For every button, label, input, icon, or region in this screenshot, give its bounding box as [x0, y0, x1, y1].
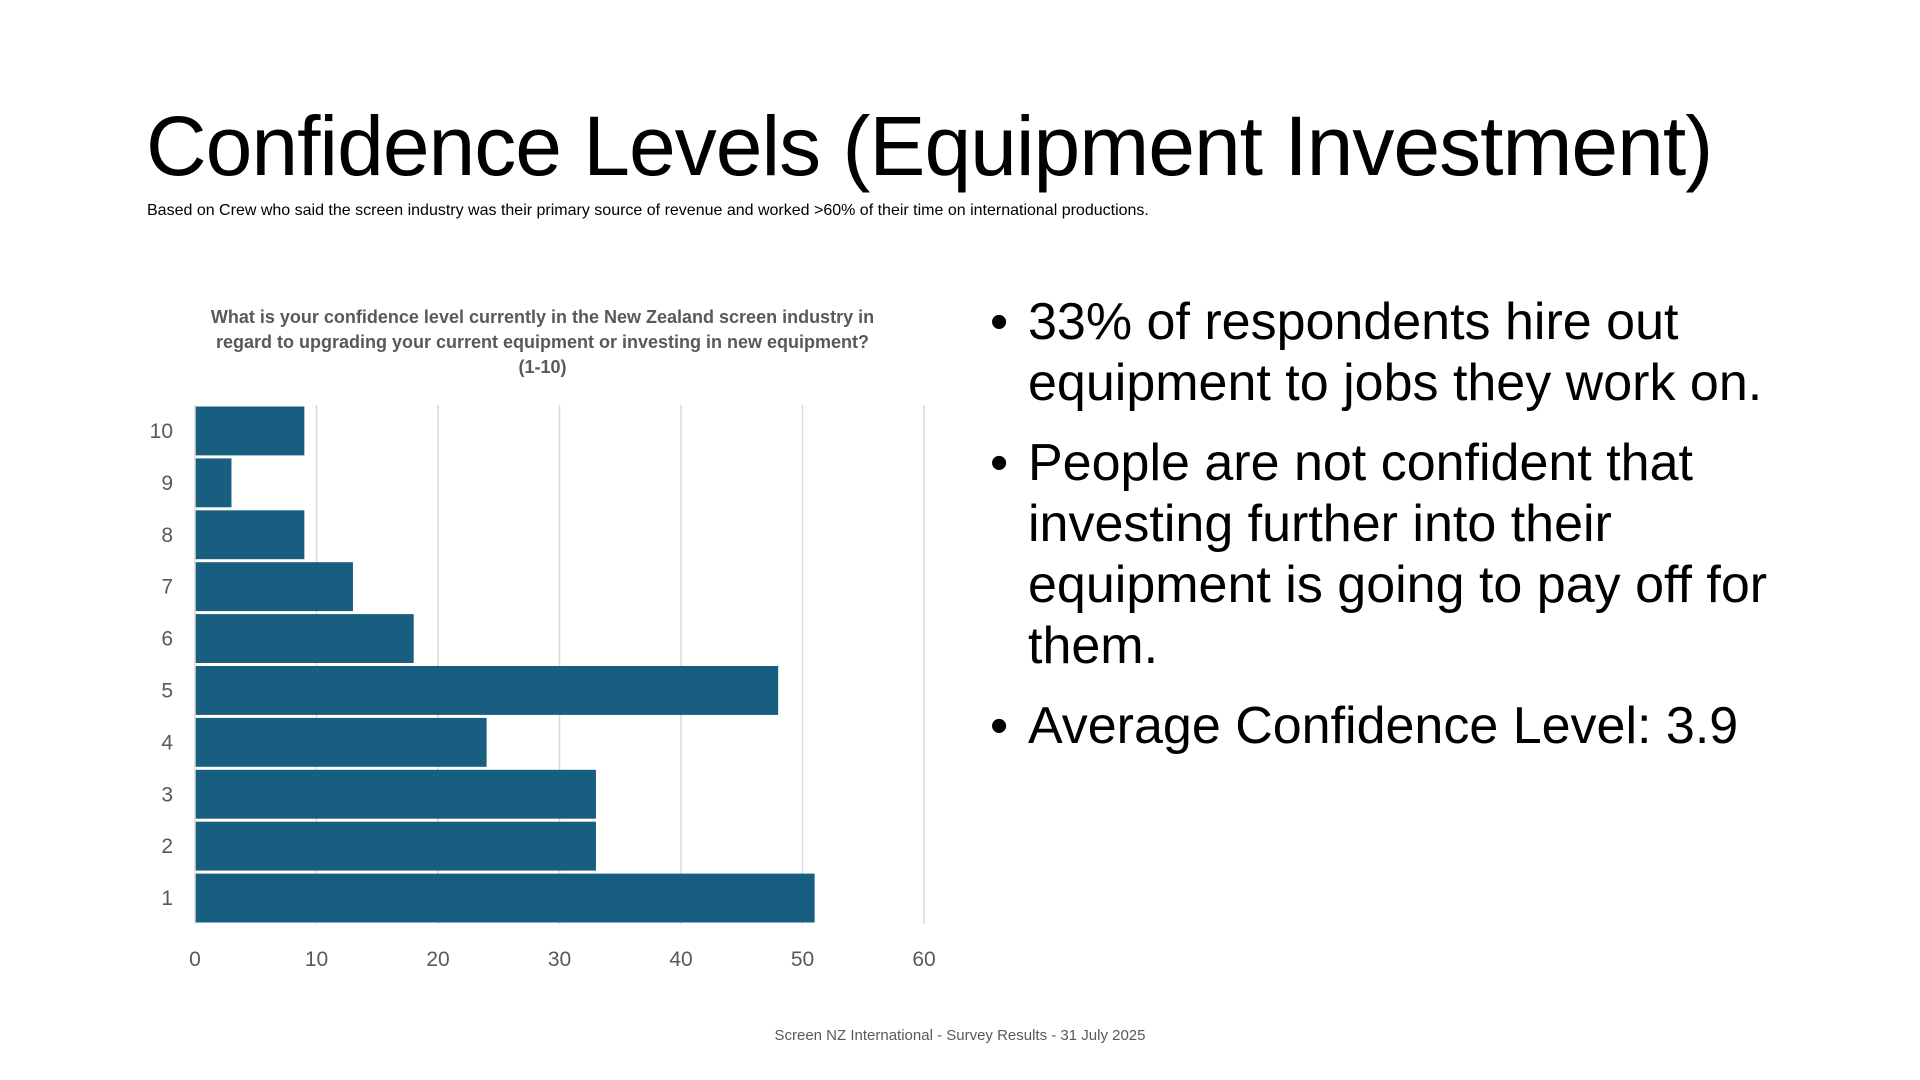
x-tick-label: 10 — [305, 948, 328, 971]
bar — [195, 562, 353, 612]
y-tick-label: 8 — [161, 524, 173, 547]
bar — [195, 458, 232, 508]
y-tick-label: 6 — [161, 628, 173, 651]
bullet-average: • Average Confidence Level: 3.9 — [990, 696, 1810, 757]
slide-footer: Screen NZ International - Survey Results… — [774, 1027, 1146, 1044]
y-tick-label: 7 — [161, 576, 173, 599]
bullet-list: • 33% of respondents hire out equipment … — [990, 292, 1810, 776]
bullet-text: 33% of respondents hire out equipment to… — [1028, 293, 1763, 412]
bar — [195, 769, 596, 819]
y-tick-label: 4 — [161, 731, 173, 754]
slide-subtitle: Based on Crew who said the screen indust… — [147, 202, 1149, 219]
chart-title: What is your confidence level currently … — [210, 307, 875, 377]
bullet-hire-out: • 33% of respondents hire out equipment … — [990, 292, 1810, 414]
x-tick-label: 30 — [548, 948, 571, 971]
x-tick-label: 50 — [791, 948, 814, 971]
y-tick-label: 3 — [161, 783, 173, 806]
bar — [195, 717, 487, 767]
bullet-text: People are not confident that investing … — [1028, 434, 1768, 675]
slide-title: Confidence Levels (Equipment Investment) — [146, 99, 1713, 193]
bar — [195, 821, 596, 871]
bar — [195, 510, 305, 560]
y-tick-label: 2 — [161, 835, 173, 858]
bullet-icon: • — [990, 434, 1009, 492]
bar — [195, 666, 779, 715]
y-tick-label: 5 — [161, 679, 173, 702]
bar — [195, 406, 305, 456]
x-tick-label: 60 — [912, 948, 935, 971]
x-tick-label: 40 — [669, 948, 692, 971]
x-tick-label: 20 — [426, 948, 449, 971]
x-tick-label: 0 — [189, 948, 201, 971]
y-tick-label: 1 — [161, 887, 173, 910]
bullet-icon: • — [990, 293, 1009, 351]
bullet-icon: • — [990, 697, 1009, 755]
bar — [195, 614, 414, 663]
bullet-not-confident: • People are not confident that investin… — [990, 433, 1810, 677]
y-tick-label: 10 — [150, 420, 173, 443]
y-tick-label: 9 — [161, 472, 173, 495]
bullet-text: Average Confidence Level: 3.9 — [1028, 697, 1739, 755]
bar — [195, 873, 815, 923]
